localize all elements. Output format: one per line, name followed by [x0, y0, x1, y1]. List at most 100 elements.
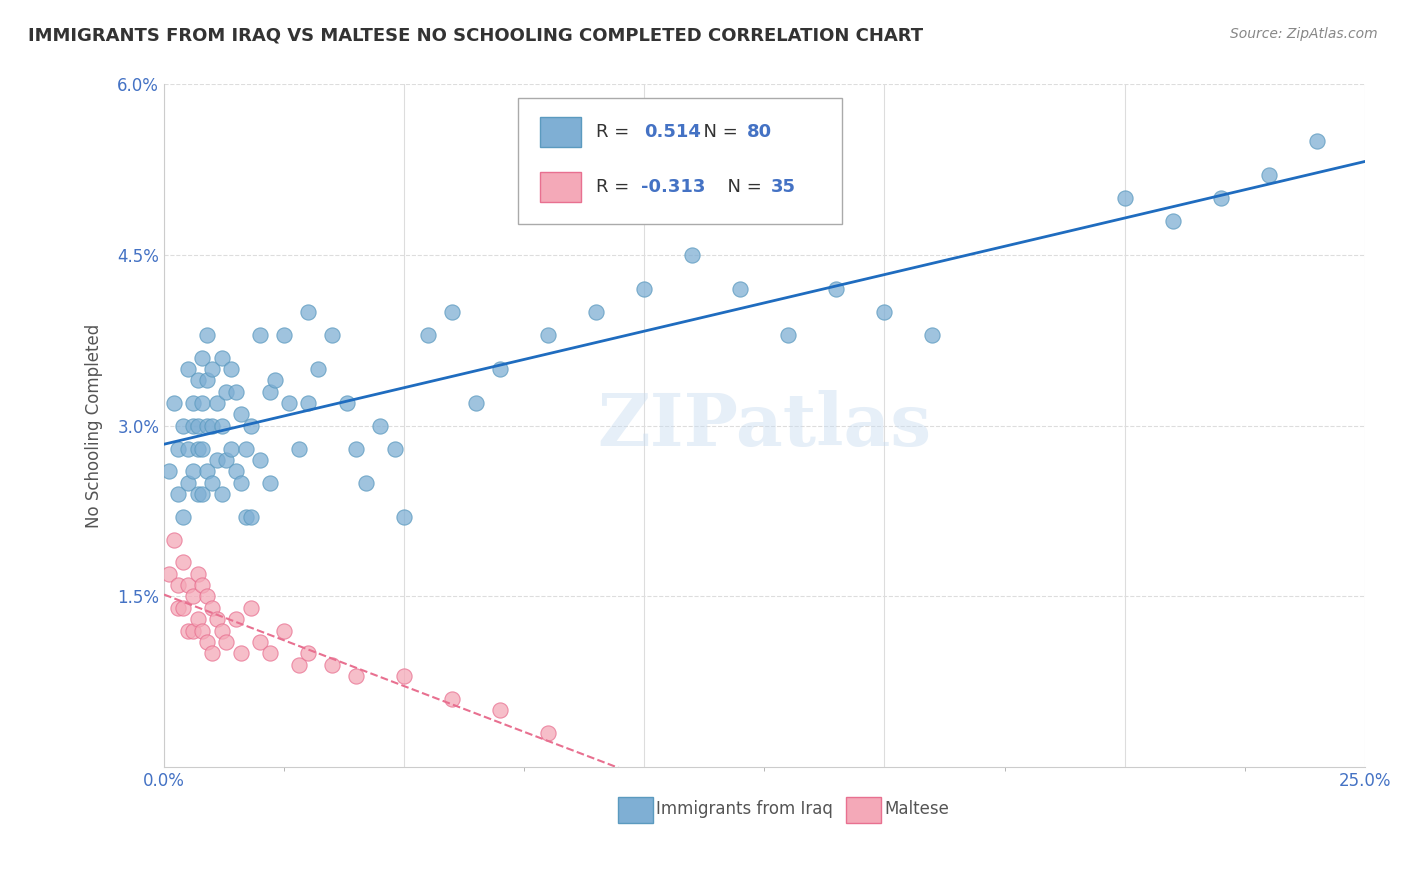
Text: R =: R =	[596, 178, 636, 196]
Point	[297, 396, 319, 410]
Point	[181, 418, 204, 433]
Text: Maltese: Maltese	[884, 800, 949, 819]
Point	[191, 351, 214, 365]
Point	[201, 646, 224, 660]
Point	[167, 442, 190, 456]
Text: N =: N =	[717, 178, 768, 196]
Text: R =: R =	[596, 123, 636, 141]
Point	[163, 396, 186, 410]
Point	[201, 362, 224, 376]
Y-axis label: No Schooling Completed: No Schooling Completed	[86, 324, 103, 528]
Point	[177, 624, 200, 638]
Point	[177, 442, 200, 456]
Point	[277, 396, 299, 410]
Point	[172, 418, 194, 433]
Point	[215, 635, 238, 649]
Text: ZIPatlas: ZIPatlas	[598, 391, 931, 461]
Point	[215, 384, 238, 399]
Point	[177, 578, 200, 592]
Point	[235, 509, 257, 524]
Point	[211, 418, 233, 433]
Point	[778, 327, 800, 342]
Point	[201, 475, 224, 490]
Point	[489, 362, 512, 376]
Point	[384, 442, 406, 456]
Point	[1306, 134, 1329, 148]
Point	[873, 305, 896, 319]
Point	[211, 624, 233, 638]
Point	[730, 282, 752, 296]
Point	[263, 373, 285, 387]
Point	[259, 475, 281, 490]
Text: 35: 35	[770, 178, 796, 196]
Point	[249, 635, 271, 649]
Point	[195, 464, 218, 478]
Point	[307, 362, 329, 376]
Point	[259, 384, 281, 399]
Point	[441, 305, 464, 319]
Point	[167, 487, 190, 501]
Point	[1209, 191, 1232, 205]
Point	[273, 624, 295, 638]
Point	[172, 509, 194, 524]
FancyBboxPatch shape	[846, 797, 882, 823]
Point	[205, 612, 228, 626]
Point	[259, 646, 281, 660]
FancyBboxPatch shape	[519, 98, 842, 225]
Point	[157, 464, 180, 478]
Point	[344, 442, 367, 456]
Point	[201, 600, 224, 615]
FancyBboxPatch shape	[617, 797, 652, 823]
Point	[195, 373, 218, 387]
Point	[249, 327, 271, 342]
Point	[187, 612, 209, 626]
Point	[239, 600, 262, 615]
Point	[191, 442, 214, 456]
Point	[585, 305, 607, 319]
Point	[287, 657, 309, 672]
Point	[418, 327, 440, 342]
Point	[177, 362, 200, 376]
Point	[441, 692, 464, 706]
Point	[191, 624, 214, 638]
Point	[191, 578, 214, 592]
Point	[157, 566, 180, 581]
Point	[201, 418, 224, 433]
Point	[1257, 169, 1279, 183]
Point	[249, 453, 271, 467]
Point	[205, 453, 228, 467]
Point	[235, 442, 257, 456]
Point	[191, 487, 214, 501]
Point	[825, 282, 848, 296]
Text: 0.514: 0.514	[644, 123, 702, 141]
Point	[335, 396, 357, 410]
Point	[181, 624, 204, 638]
Point	[297, 305, 319, 319]
Point	[239, 418, 262, 433]
Point	[221, 442, 243, 456]
Point	[187, 487, 209, 501]
Point	[537, 726, 560, 740]
Point	[221, 362, 243, 376]
Point	[1114, 191, 1136, 205]
Point	[354, 475, 377, 490]
Text: -0.313: -0.313	[641, 178, 704, 196]
Point	[225, 384, 247, 399]
Point	[211, 487, 233, 501]
Point	[273, 327, 295, 342]
Point	[181, 464, 204, 478]
Point	[205, 396, 228, 410]
Point	[287, 442, 309, 456]
Point	[195, 590, 218, 604]
Point	[321, 657, 343, 672]
Point	[187, 442, 209, 456]
Point	[172, 555, 194, 569]
Point	[321, 327, 343, 342]
Point	[1161, 214, 1184, 228]
Text: N =: N =	[692, 123, 744, 141]
Point	[225, 612, 247, 626]
Point	[392, 509, 415, 524]
Point	[633, 282, 655, 296]
Point	[229, 408, 252, 422]
Point	[187, 418, 209, 433]
